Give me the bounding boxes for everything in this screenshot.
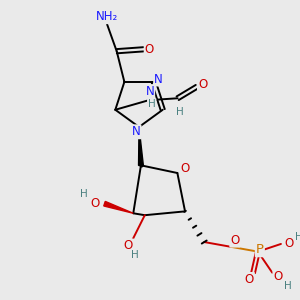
Text: H: H <box>148 99 156 109</box>
Text: O: O <box>145 43 154 56</box>
Text: H: H <box>131 250 139 260</box>
Text: O: O <box>245 273 254 286</box>
Polygon shape <box>139 127 143 166</box>
Text: NH₂: NH₂ <box>96 10 118 23</box>
Text: P: P <box>256 243 264 256</box>
Polygon shape <box>104 201 133 213</box>
Text: H: H <box>176 107 183 117</box>
Text: H: H <box>295 232 300 242</box>
Text: H: H <box>80 189 87 199</box>
Text: O: O <box>90 197 100 210</box>
Text: N: N <box>146 85 154 98</box>
Text: N: N <box>132 125 140 138</box>
Text: O: O <box>273 270 283 283</box>
Text: O: O <box>180 162 190 175</box>
Text: O: O <box>284 236 293 250</box>
Text: O: O <box>198 78 207 91</box>
Text: O: O <box>230 234 239 247</box>
Text: H: H <box>284 281 292 291</box>
Text: N: N <box>154 73 163 85</box>
Text: O: O <box>124 239 133 252</box>
